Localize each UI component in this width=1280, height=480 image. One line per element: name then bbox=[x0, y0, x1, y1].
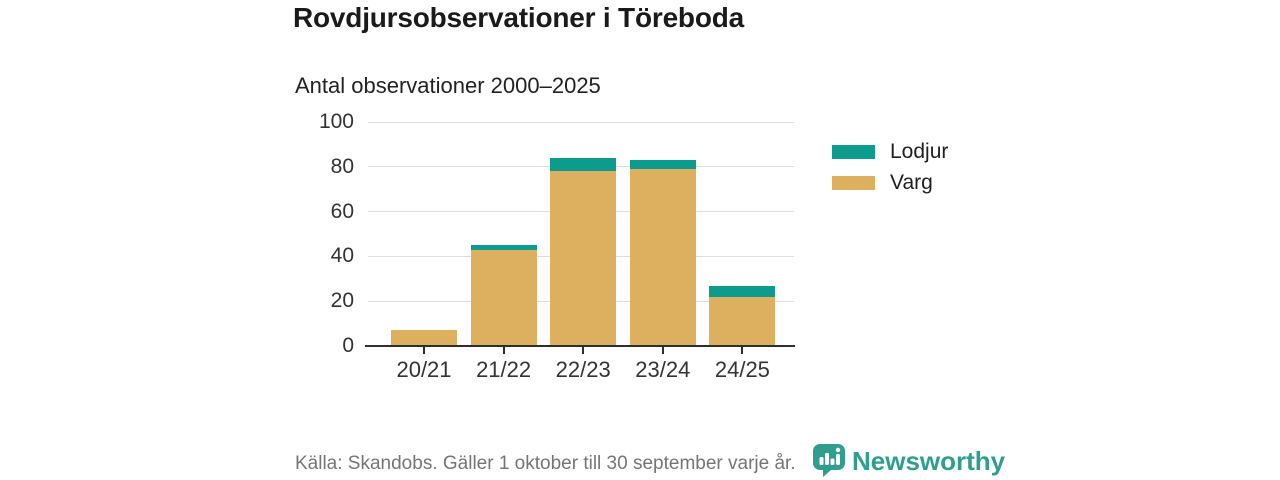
legend-label-varg: Varg bbox=[890, 171, 933, 194]
bar-21-22 bbox=[470, 245, 537, 346]
bar-segment-varg bbox=[391, 330, 457, 346]
x-tick-mark bbox=[423, 346, 425, 354]
x-axis-line bbox=[365, 345, 795, 347]
x-tick-mark bbox=[661, 346, 664, 354]
x-tick-mark bbox=[582, 346, 585, 354]
bar-segment-varg bbox=[709, 296, 776, 346]
newsworthy-wordmark: Newsworthy bbox=[852, 446, 1006, 476]
x-tick-label: 20/21 bbox=[396, 357, 452, 382]
x-tick-label: 24/25 bbox=[714, 357, 770, 382]
varg-swatch-icon bbox=[832, 176, 875, 190]
plot-area: 0 20 40 60 80 100 20/21 21/22 22/23 23/24 24/25 bbox=[319, 110, 795, 382]
x-tick-label: 22/23 bbox=[555, 357, 611, 382]
chart-subtitle: Antal observationer 2000–2025 bbox=[295, 73, 601, 98]
chart-title: Rovdjursobservationer i Töreboda bbox=[293, 2, 745, 33]
legend-item-lodjur: Lodjur bbox=[832, 140, 949, 163]
bar-segment-varg bbox=[470, 249, 537, 346]
bar-24-25 bbox=[709, 285, 776, 346]
y-tick-label: 0 bbox=[342, 334, 354, 357]
source-note: Källa: Skandobs. Gäller 1 oktober till 3… bbox=[295, 453, 796, 474]
y-tick-label: 80 bbox=[330, 154, 354, 178]
bar-22-23 bbox=[550, 157, 617, 346]
x-tick-mark bbox=[502, 346, 505, 354]
newsworthy-logo-icon bbox=[813, 444, 845, 477]
bar-segment-varg bbox=[629, 169, 696, 346]
x-tick-label: 21/22 bbox=[476, 357, 532, 382]
bar-segment-lodjur bbox=[629, 160, 696, 170]
bar-segment-lodjur bbox=[470, 245, 537, 250]
legend-label-lodjur: Lodjur bbox=[890, 140, 949, 163]
lodjur-swatch-icon bbox=[832, 145, 875, 159]
y-tick-label: 60 bbox=[330, 199, 354, 223]
y-tick-label: 100 bbox=[318, 110, 354, 133]
bar-segment-lodjur bbox=[709, 285, 776, 297]
y-tick-label: 20 bbox=[330, 289, 354, 313]
x-tick-mark bbox=[741, 346, 744, 354]
bar-20-21 bbox=[391, 330, 457, 346]
bar-segment-lodjur bbox=[550, 157, 617, 172]
legend-item-varg: Varg bbox=[832, 171, 948, 194]
bar-23-24 bbox=[629, 160, 696, 346]
legend: Lodjur Varg bbox=[832, 140, 949, 204]
gridline bbox=[368, 121, 794, 123]
y-tick-label: 40 bbox=[330, 244, 354, 268]
x-tick-label: 23/24 bbox=[635, 357, 691, 382]
bar-segment-varg bbox=[550, 171, 617, 346]
